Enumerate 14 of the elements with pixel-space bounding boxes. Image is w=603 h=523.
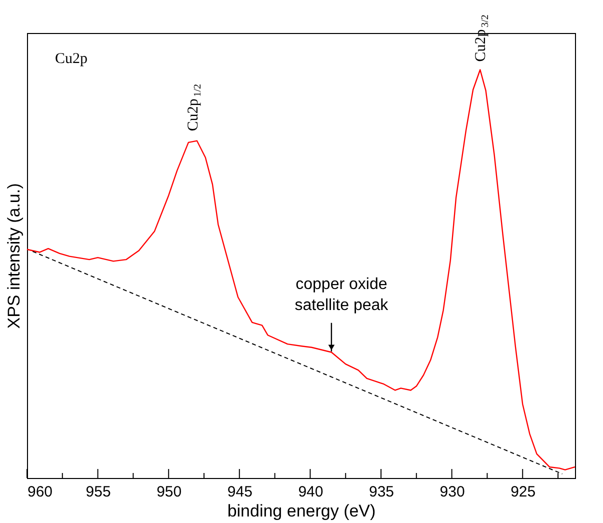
x-tick-label: 935 [368, 484, 394, 500]
x-tick-label: 925 [510, 484, 536, 500]
x-tick-label: 940 [298, 484, 324, 500]
y-axis-title: XPS intensity (a.u.) [4, 183, 24, 329]
x-tick-label: 955 [86, 484, 111, 500]
x-tick-label: 945 [227, 484, 252, 500]
text: Cu2p [55, 51, 88, 67]
x-tick-label: 930 [440, 484, 465, 500]
annotation: copper oxide satellite peak [294, 276, 390, 314]
x-tick-label: 960 [28, 484, 53, 500]
x-axis-title: binding energy (eV) [227, 502, 376, 520]
annotation: Cu2p3/2 [473, 14, 492, 62]
x-tick-label: 950 [156, 484, 182, 500]
annotation: Cu2p1/2 [186, 84, 204, 132]
